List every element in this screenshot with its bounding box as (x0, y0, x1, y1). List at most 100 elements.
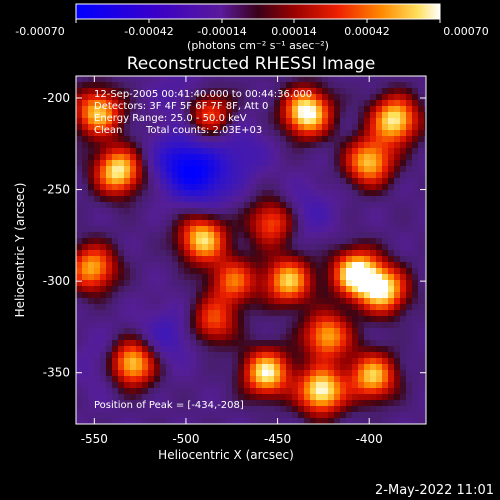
heatmap-cell (238, 262, 244, 268)
heatmap-cell (406, 376, 412, 382)
heatmap-cell (124, 214, 130, 220)
heatmap-cell (310, 274, 316, 280)
heatmap-cell (82, 382, 88, 388)
heatmap-cell (256, 106, 262, 112)
heatmap-cell (256, 220, 262, 226)
heatmap-cell (280, 208, 286, 214)
heatmap-cell (256, 94, 262, 100)
heatmap-cell (286, 334, 292, 340)
heatmap-cell (388, 160, 394, 166)
heatmap-cell (274, 364, 280, 370)
heatmap-cell (262, 184, 268, 190)
heatmap-cell (94, 418, 100, 424)
heatmap-cell (220, 328, 226, 334)
heatmap-cell (142, 94, 148, 100)
heatmap-cell (160, 130, 166, 136)
heatmap-cell (130, 202, 136, 208)
heatmap-cell (370, 250, 376, 256)
heatmap-cell (196, 136, 202, 142)
heatmap-cell (154, 406, 160, 412)
heatmap-cell (190, 172, 196, 178)
heatmap-cell (238, 304, 244, 310)
heatmap-cell (142, 322, 148, 328)
heatmap-cell (166, 154, 172, 160)
heatmap-cell (334, 376, 340, 382)
heatmap-cell (220, 274, 226, 280)
heatmap-cell (184, 364, 190, 370)
heatmap-cell (238, 358, 244, 364)
heatmap-cell (220, 418, 226, 424)
heatmap-cell (274, 202, 280, 208)
heatmap-cell (184, 406, 190, 412)
heatmap-cell (112, 124, 118, 130)
heatmap-cell (142, 184, 148, 190)
heatmap-cell (94, 106, 100, 112)
heatmap-cell (196, 208, 202, 214)
heatmap-cell (88, 130, 94, 136)
heatmap-cell (388, 400, 394, 406)
heatmap-cell (256, 262, 262, 268)
heatmap-cell (154, 244, 160, 250)
heatmap-cell (364, 256, 370, 262)
heatmap-cell (346, 382, 352, 388)
heatmap-cell (202, 340, 208, 346)
heatmap-cell (280, 280, 286, 286)
heatmap-cell (394, 148, 400, 154)
heatmap-cell (190, 214, 196, 220)
heatmap-cell (124, 256, 130, 262)
heatmap-cell (166, 304, 172, 310)
heatmap-cell (262, 292, 268, 298)
heatmap-cell (112, 418, 118, 424)
heatmap-cell (118, 388, 124, 394)
heatmap-cell (340, 100, 346, 106)
heatmap-cell (88, 388, 94, 394)
heatmap-cell (316, 214, 322, 220)
heatmap-cell (262, 148, 268, 154)
heatmap-cell (400, 316, 406, 322)
heatmap-cell (238, 160, 244, 166)
heatmap-cell (298, 238, 304, 244)
heatmap-cell (184, 184, 190, 190)
heatmap-cell (100, 220, 106, 226)
heatmap-cell (244, 370, 250, 376)
heatmap-cell (322, 274, 328, 280)
heatmap-cell (292, 196, 298, 202)
heatmap-cell (310, 256, 316, 262)
heatmap-cell (340, 172, 346, 178)
heatmap-cell (328, 202, 334, 208)
heatmap-cell (280, 232, 286, 238)
heatmap-cell (400, 274, 406, 280)
heatmap-cell (292, 118, 298, 124)
heatmap-cell (418, 124, 424, 130)
heatmap-cell (334, 130, 340, 136)
heatmap-cell (214, 412, 220, 418)
heatmap-cell (358, 118, 364, 124)
heatmap-cell (112, 370, 118, 376)
heatmap-cell (100, 304, 106, 310)
heatmap-cell (352, 376, 358, 382)
heatmap-cell (100, 232, 106, 238)
heatmap-cell (334, 118, 340, 124)
heatmap-cell (124, 418, 130, 424)
heatmap-cell (196, 130, 202, 136)
heatmap-cell (322, 214, 328, 220)
heatmap-cell (406, 178, 412, 184)
heatmap-cell (142, 334, 148, 340)
heatmap-cell (316, 172, 322, 178)
heatmap-cell (292, 172, 298, 178)
heatmap-cell (100, 328, 106, 334)
heatmap-cell (376, 184, 382, 190)
heatmap-cell (280, 76, 286, 82)
heatmap-cell (418, 292, 424, 298)
heatmap-cell (190, 142, 196, 148)
heatmap-cell (124, 238, 130, 244)
heatmap-cell (172, 394, 178, 400)
heatmap-cell (220, 316, 226, 322)
heatmap-cell (142, 358, 148, 364)
heatmap-cell (412, 340, 418, 346)
heatmap-cell (358, 418, 364, 424)
heatmap-cell (148, 208, 154, 214)
heatmap-cell (172, 160, 178, 166)
heatmap-cell (130, 100, 136, 106)
heatmap-cell (412, 250, 418, 256)
